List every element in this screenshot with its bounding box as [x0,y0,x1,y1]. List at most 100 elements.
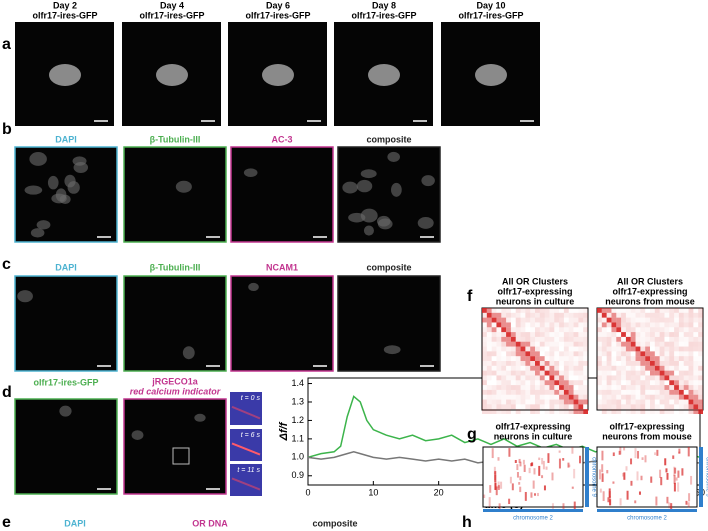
heat-cell [544,389,550,395]
heat-cell [583,385,588,390]
heat-cell [684,409,689,414]
heat-cell [544,361,550,366]
heat-cell [674,312,679,318]
heat-cell [510,365,516,371]
heat-cell [678,322,684,328]
heat-cell [515,370,521,376]
heat-cell [683,370,689,376]
heat-cell [669,375,675,381]
heat-cell [544,385,550,390]
heat-cell [630,308,636,313]
heat-cell [693,308,698,313]
heat-cell [625,399,631,405]
heat-cell [573,317,579,323]
label: All OR Clusters [617,276,683,286]
heat-cell [698,312,703,318]
heat-cell [645,322,650,328]
heat-cell [539,327,545,333]
heat-cell [601,346,607,352]
heat-cell [659,394,665,400]
heat-cell [530,395,535,400]
heat-cell [482,351,487,357]
heat-cell [515,308,521,313]
heat-cell [597,399,602,405]
heat-cell [650,342,655,347]
heat-cell [672,455,675,459]
heat-cell [650,332,655,337]
heat-cell [681,468,684,476]
heat-cell [515,336,521,342]
heat-cell [698,385,703,390]
heat-cell [506,370,511,376]
heat-cell [602,327,607,332]
heat-cell [698,404,703,410]
heat-cell [520,361,526,366]
y-tick-label: 1.1 [291,433,304,443]
heat-cell [549,346,555,352]
heat-cell [554,395,559,400]
heat-cell [679,342,684,347]
heat-cell [578,389,584,395]
heat-cell [625,356,631,361]
heat-cell [688,493,691,502]
heat-cell [535,356,540,361]
heat-cell [563,341,569,347]
heat-cell [516,464,519,471]
heat-cell [573,322,579,328]
heat-cell [645,351,650,357]
heat-cell [654,361,660,366]
heat-cell [640,399,646,405]
heat-cell [693,336,699,342]
heat-cell [508,448,511,457]
heat-cell [554,370,560,376]
heat-cell [549,356,555,361]
heat-cell [630,394,636,400]
heat-cell [678,380,684,386]
heat-cell [597,375,602,381]
heat-cell [563,380,569,386]
heat-cell [535,332,540,337]
heat-cell [554,404,560,410]
heat-cell [491,346,497,352]
heat-cell [559,336,564,342]
heat-cell [518,458,521,463]
heat-cell [654,317,660,323]
heat-cell [568,389,574,395]
heat-cell [520,351,526,357]
heat-cell [545,356,550,361]
heat-cell [525,389,531,395]
heat-cell [659,370,665,376]
heat-cell [693,371,698,376]
bracket [699,447,703,507]
heat-cell [578,351,584,357]
label: composite [312,518,357,528]
heat-cell [698,332,703,337]
heat-cell [486,351,492,357]
heat-cell [501,380,507,386]
heat-cell [583,346,588,352]
heat-cell [535,322,540,327]
heat-cell [650,361,655,366]
heat-cell [688,327,694,333]
heat-cell [698,327,703,333]
heat-cell [525,322,530,327]
x-tick-label: 20 [434,487,444,497]
axis-label: chromosome 9 [590,457,596,497]
heat-cell [549,365,555,371]
signal [231,477,261,491]
heat-cell [606,380,612,386]
heat-cell [698,370,703,376]
heat-cell [530,336,535,342]
heat-cell [630,458,633,465]
heat-cell [535,346,540,352]
heat-cell [635,404,641,410]
label: neurons in culture [494,431,573,441]
heat-cell [645,346,650,352]
heat-cell [601,317,607,323]
heat-cell [515,409,521,414]
heat-cell [606,370,612,376]
heat-cell [626,313,631,318]
cell [387,151,400,162]
heat-cell [669,394,675,400]
